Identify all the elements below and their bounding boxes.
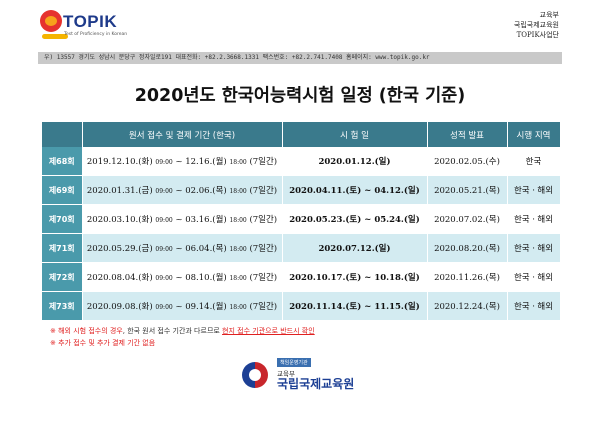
notes: ※ 해외 시험 접수의 경우, 한국 원서 접수 기간과 다르므로 현지 접수 … xyxy=(50,325,315,349)
exam-date-cell: 2020.07.12.(일) xyxy=(282,233,428,263)
round-cell: 제69회 xyxy=(42,175,83,205)
footer-logo: 책임운영기관 교육부 국립국제교육원 xyxy=(242,356,382,392)
note-overseas-c: 현지 접수 기관으로 반드시 확인 xyxy=(222,327,315,335)
reg-start-time: 09:00 xyxy=(155,159,173,166)
reg-days: (7일간) xyxy=(249,273,278,283)
reg-end: 06.04.(목) xyxy=(185,244,227,254)
registration-cell: 2020.05.29.(금) 09:00 ~ 06.04.(목) 18:00 (… xyxy=(82,233,283,263)
reg-start-time: 09:00 xyxy=(155,246,173,253)
reg-end: 12.16.(월) xyxy=(185,157,227,167)
reg-end: 08.10.(월) xyxy=(185,273,227,283)
exam-date-cell: 2020.11.14.(토) ~ 11.15.(일) xyxy=(282,291,428,321)
note-overseas-b: , 한국 원서 접수 기간과 다르므로 xyxy=(122,327,223,335)
table-row: 제68회 2019.12.10.(화) 09:00 ~ 12.16.(월) 18:… xyxy=(42,147,561,176)
reg-start: 2020.05.29.(금) xyxy=(86,244,153,254)
logo-subtitle: Test of Proficiency in Korean xyxy=(64,32,128,37)
region-cell: 한국ㆍ해외 xyxy=(507,233,561,263)
result-date-cell: 2020.08.20.(목) xyxy=(427,233,508,263)
result-date-cell: 2020.11.26.(목) xyxy=(427,262,508,292)
page-title: 2020년도 한국어능력시험 일정 (한국 기준) xyxy=(134,86,466,106)
reg-days: (7일간) xyxy=(249,157,278,167)
round-cell: 제70회 xyxy=(42,204,83,234)
table-row: 제70회 2020.03.10.(화) 09:00 ~ 03.16.(월) 18:… xyxy=(42,204,561,234)
reg-days: (7일간) xyxy=(249,186,278,196)
reg-end-time: 18:00 xyxy=(229,246,247,253)
reg-end: 03.16.(월) xyxy=(185,215,227,225)
registration-cell: 2020.03.10.(화) 09:00 ~ 03.16.(월) 18:00 (… xyxy=(82,204,283,234)
result-date-cell: 2020.07.02.(목) xyxy=(427,204,508,234)
org-division: TOPIK사업단 xyxy=(516,31,559,39)
region-cell: 한국 xyxy=(507,147,561,176)
round-cell: 제68회 xyxy=(42,147,83,176)
page-header: TOPIK Test of Proficiency in Korean 교육부 … xyxy=(0,0,600,50)
schedule-table: 원서 접수 및 결제 기간 (한국) 시 험 일 성적 발표 시행 지역 제68… xyxy=(42,122,561,321)
reg-end-time: 18:00 xyxy=(229,188,247,195)
result-date-cell: 2020.05.21.(목) xyxy=(427,175,508,205)
reg-start: 2019.12.10.(화) xyxy=(86,157,153,167)
registration-cell: 2020.08.04.(화) 09:00 ~ 08.10.(월) 18:00 (… xyxy=(82,262,283,292)
topik-logo: TOPIK Test of Proficiency in Korean xyxy=(40,10,135,50)
round-cell: 제72회 xyxy=(42,262,83,292)
region-cell: 한국ㆍ해외 xyxy=(507,262,561,292)
table-header-row: 원서 접수 및 결제 기간 (한국) 시 험 일 성적 발표 시행 지역 xyxy=(42,122,561,147)
round-cell: 제71회 xyxy=(42,233,83,263)
note-overseas: ※ 해외 시험 접수의 경우, 한국 원서 접수 기간과 다르므로 현지 접수 … xyxy=(50,325,315,337)
note-overseas-a: 해외 시험 접수의 경우 xyxy=(58,327,123,335)
header-registration: 원서 접수 및 결제 기간 (한국) xyxy=(82,122,283,147)
exam-date-cell: 2020.04.11.(토) ~ 04.12.(일) xyxy=(282,175,428,205)
header-result-date: 성적 발표 xyxy=(427,122,508,147)
table-row: 제73회 2020.09.08.(화) 09:00 ~ 09.14.(월) 18:… xyxy=(42,291,561,321)
note-no-extra: ※ 추가 접수 및 추가 결제 기간 없음 xyxy=(50,337,315,349)
reg-end-time: 18:00 xyxy=(229,275,247,282)
result-date-cell: 2020.12.24.(목) xyxy=(427,291,508,321)
note-mark: ※ xyxy=(50,339,56,347)
footer-badge: 책임운영기관 xyxy=(277,358,311,367)
reg-end-time: 18:00 xyxy=(229,159,247,166)
exam-date-cell: 2020.05.23.(토) ~ 05.24.(일) xyxy=(282,204,428,234)
org-institute: 국립국제교육원 xyxy=(513,21,559,29)
topik-logo-icon xyxy=(40,10,62,32)
address-bar: 우) 13557 경기도 성남시 분당구 정자일로191 대표전화: +82.2… xyxy=(38,52,562,64)
logo-name: TOPIK xyxy=(63,12,118,31)
reg-start-time: 09:00 xyxy=(155,304,173,311)
header-region: 시행 지역 xyxy=(507,122,561,147)
organization-block: 교육부 국립국제교육원 TOPIK사업단 xyxy=(514,10,559,40)
note-no-extra-text: 추가 접수 및 추가 결제 기간 없음 xyxy=(58,339,156,347)
note-mark: ※ xyxy=(50,327,56,335)
logo-swirl-icon xyxy=(42,34,68,39)
header-round xyxy=(42,122,83,147)
registration-cell: 2019.12.10.(화) 09:00 ~ 12.16.(월) 18:00 (… xyxy=(82,147,283,176)
table-row: 제69회 2020.01.31.(금) 09:00 ~ 02.06.(목) 18:… xyxy=(42,175,561,205)
table-row: 제72회 2020.08.04.(화) 09:00 ~ 08.10.(월) 18:… xyxy=(42,262,561,292)
reg-start: 2020.03.10.(화) xyxy=(86,215,153,225)
reg-start: 2020.09.08.(화) xyxy=(86,302,153,312)
header-exam-date: 시 험 일 xyxy=(282,122,428,147)
reg-end-time: 18:00 xyxy=(229,304,247,311)
org-ministry: 교육부 xyxy=(539,11,559,19)
reg-start-time: 09:00 xyxy=(155,275,173,282)
reg-end: 09.14.(월) xyxy=(185,302,227,312)
reg-end-time: 18:00 xyxy=(229,217,247,224)
reg-days: (7일간) xyxy=(249,244,278,254)
reg-start-time: 09:00 xyxy=(155,188,173,195)
reg-start: 2020.01.31.(금) xyxy=(86,186,153,196)
exam-date-cell: 2020.01.12.(일) xyxy=(282,147,428,176)
registration-cell: 2020.09.08.(화) 09:00 ~ 09.14.(월) 18:00 (… xyxy=(82,291,283,321)
reg-end: 02.06.(목) xyxy=(185,186,227,196)
footer-institute: 국립국제교육원 xyxy=(277,377,355,391)
region-cell: 한국ㆍ해외 xyxy=(507,175,561,205)
reg-days: (7일간) xyxy=(249,302,278,312)
region-cell: 한국ㆍ해외 xyxy=(507,291,561,321)
exam-date-cell: 2020.10.17.(토) ~ 10.18.(일) xyxy=(282,262,428,292)
registration-cell: 2020.01.31.(금) 09:00 ~ 02.06.(목) 18:00 (… xyxy=(82,175,283,205)
footer-ministry: 교육부 xyxy=(277,370,295,378)
reg-days: (7일간) xyxy=(249,215,278,225)
government-emblem-icon xyxy=(242,362,268,388)
round-cell: 제73회 xyxy=(42,291,83,321)
reg-start-time: 09:00 xyxy=(155,217,173,224)
result-date-cell: 2020.02.05.(수) xyxy=(427,147,508,176)
table-row: 제71회 2020.05.29.(금) 09:00 ~ 06.04.(목) 18:… xyxy=(42,233,561,263)
reg-start: 2020.08.04.(화) xyxy=(86,273,153,283)
region-cell: 한국ㆍ해외 xyxy=(507,204,561,234)
